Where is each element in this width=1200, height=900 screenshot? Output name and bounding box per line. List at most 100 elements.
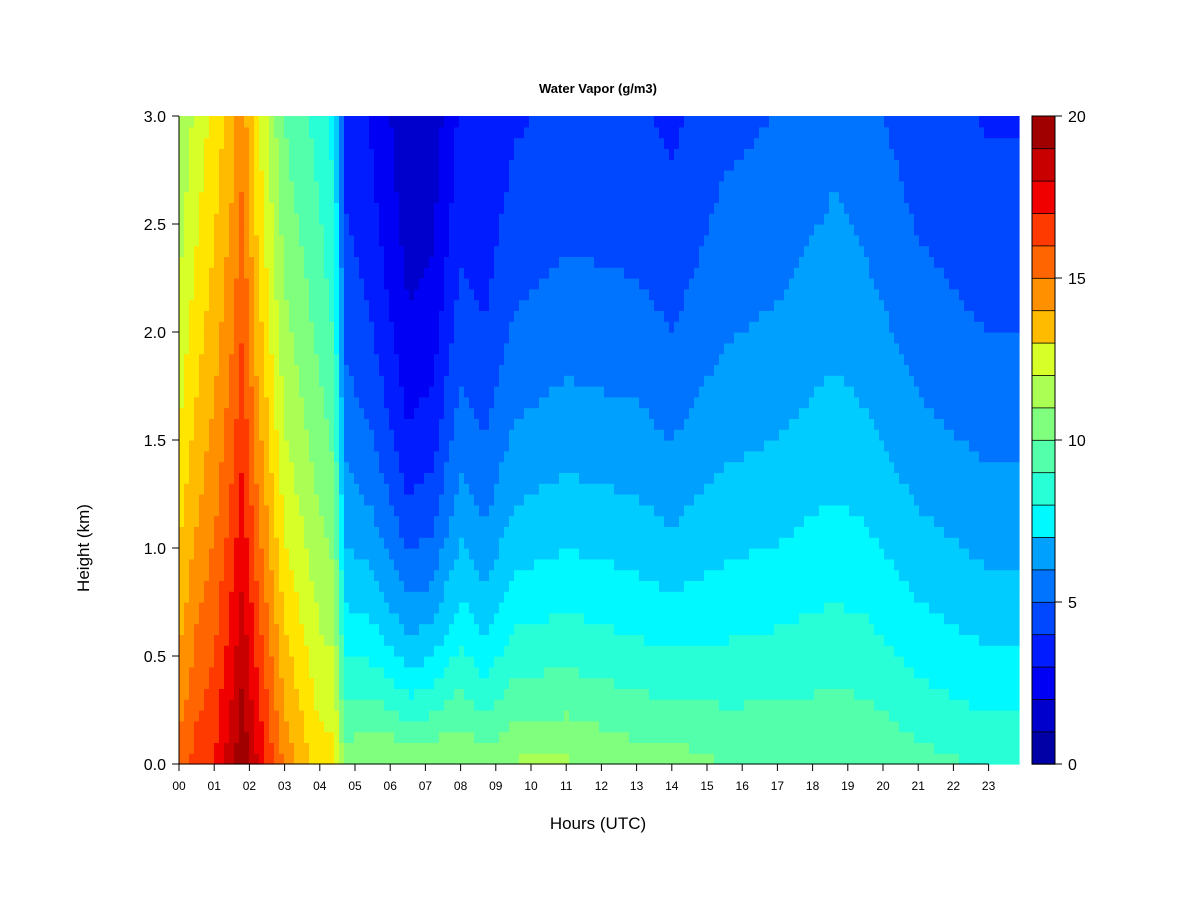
heatmap-cell bbox=[264, 213, 270, 225]
heatmap-cell bbox=[434, 677, 440, 689]
heatmap-cell bbox=[284, 461, 290, 473]
heatmap-cell bbox=[224, 623, 230, 635]
heatmap-cell bbox=[329, 591, 335, 603]
heatmap-cell bbox=[209, 742, 215, 754]
heatmap-cell bbox=[389, 558, 395, 571]
heatmap-cell bbox=[479, 612, 485, 625]
heatmap-cell bbox=[519, 299, 525, 311]
heatmap-cell bbox=[494, 191, 500, 203]
heatmap-cell bbox=[539, 742, 545, 754]
heatmap-cell bbox=[454, 429, 460, 441]
heatmap-cell bbox=[484, 677, 490, 689]
heatmap-cell bbox=[324, 180, 330, 193]
heatmap-cell bbox=[354, 332, 360, 344]
heatmap-cell bbox=[349, 267, 355, 279]
heatmap-cell bbox=[284, 731, 290, 743]
heatmap-cell bbox=[259, 504, 265, 517]
heatmap-cell bbox=[524, 656, 530, 668]
heatmap-cell bbox=[439, 472, 445, 484]
heatmap-cell bbox=[334, 288, 340, 301]
heatmap-cell bbox=[514, 342, 520, 355]
heatmap-cell bbox=[489, 170, 495, 182]
heatmap-cell bbox=[434, 148, 440, 160]
heatmap-cell bbox=[239, 299, 245, 311]
heatmap-cell bbox=[214, 504, 220, 517]
heatmap-cell bbox=[339, 720, 345, 733]
heatmap-cell bbox=[344, 137, 350, 149]
heatmap-cell bbox=[319, 396, 325, 409]
heatmap-cell bbox=[434, 515, 440, 527]
heatmap-cell bbox=[269, 753, 275, 765]
heatmap-cell bbox=[579, 483, 585, 495]
heatmap-cell bbox=[239, 429, 245, 441]
heatmap-cell bbox=[354, 407, 360, 419]
heatmap-cell bbox=[409, 386, 415, 398]
heatmap-cell bbox=[409, 278, 415, 290]
heatmap-cell bbox=[414, 256, 420, 268]
heatmap-cell bbox=[229, 148, 235, 160]
heatmap-cell bbox=[344, 580, 350, 592]
heatmap-cell bbox=[504, 321, 510, 333]
heatmap-cell bbox=[544, 278, 550, 290]
heatmap-cell bbox=[584, 234, 590, 247]
heatmap-cell bbox=[184, 612, 190, 625]
heatmap-cell bbox=[409, 656, 415, 668]
heatmap-cell bbox=[504, 364, 510, 376]
heatmap-cell bbox=[264, 245, 270, 257]
heatmap-cell bbox=[239, 224, 245, 236]
heatmap-cell bbox=[554, 537, 560, 549]
heatmap-cell bbox=[244, 159, 250, 171]
heatmap-cell bbox=[274, 148, 280, 160]
heatmap-cell bbox=[559, 375, 565, 387]
heatmap-cell bbox=[494, 245, 500, 257]
heatmap-cell bbox=[404, 407, 410, 419]
heatmap-cell bbox=[199, 558, 205, 571]
heatmap-cell bbox=[484, 558, 490, 571]
heatmap-cell bbox=[589, 375, 595, 387]
heatmap-cell bbox=[534, 224, 540, 236]
heatmap-cell bbox=[569, 429, 575, 441]
heatmap-cell bbox=[529, 418, 535, 430]
heatmap-cell bbox=[474, 461, 480, 473]
heatmap-cell bbox=[514, 677, 520, 689]
heatmap-cell bbox=[534, 180, 540, 193]
heatmap-cell bbox=[454, 461, 460, 473]
heatmap-cell bbox=[284, 310, 290, 322]
heatmap-cell bbox=[279, 742, 285, 754]
heatmap-cell bbox=[269, 483, 275, 495]
heatmap-cell bbox=[429, 116, 435, 128]
heatmap-cell bbox=[184, 299, 190, 311]
heatmap-cell bbox=[589, 494, 595, 506]
heatmap-cell bbox=[589, 386, 595, 398]
heatmap-cell bbox=[344, 753, 350, 765]
heatmap-cell bbox=[499, 666, 505, 679]
heatmap-cell bbox=[544, 213, 550, 225]
heatmap-cell bbox=[364, 548, 370, 560]
heatmap-cell bbox=[569, 710, 575, 722]
heatmap-cell bbox=[379, 213, 385, 225]
heatmap-cell bbox=[374, 710, 380, 722]
heatmap-cell bbox=[544, 137, 550, 149]
heatmap-cell bbox=[369, 299, 375, 311]
heatmap-cell bbox=[464, 720, 470, 733]
heatmap-cell bbox=[384, 364, 390, 376]
heatmap-cell bbox=[519, 245, 525, 257]
heatmap-cell bbox=[324, 213, 330, 225]
heatmap-cell bbox=[439, 256, 445, 268]
heatmap-cell bbox=[344, 310, 350, 322]
heatmap-cell bbox=[289, 569, 295, 581]
heatmap-cell bbox=[374, 202, 380, 214]
heatmap-cell bbox=[519, 537, 525, 549]
heatmap-cell bbox=[524, 602, 530, 614]
heatmap-cell bbox=[499, 699, 505, 711]
heatmap-cell bbox=[284, 191, 290, 203]
heatmap-cell bbox=[264, 634, 270, 646]
heatmap-cell bbox=[589, 429, 595, 441]
heatmap-cell bbox=[319, 267, 325, 279]
heatmap-cell bbox=[319, 137, 325, 149]
heatmap-cell bbox=[474, 699, 480, 711]
heatmap-cell bbox=[179, 234, 185, 247]
heatmap-cell bbox=[354, 710, 360, 722]
heatmap-cell bbox=[439, 591, 445, 603]
heatmap-cell bbox=[334, 418, 340, 430]
